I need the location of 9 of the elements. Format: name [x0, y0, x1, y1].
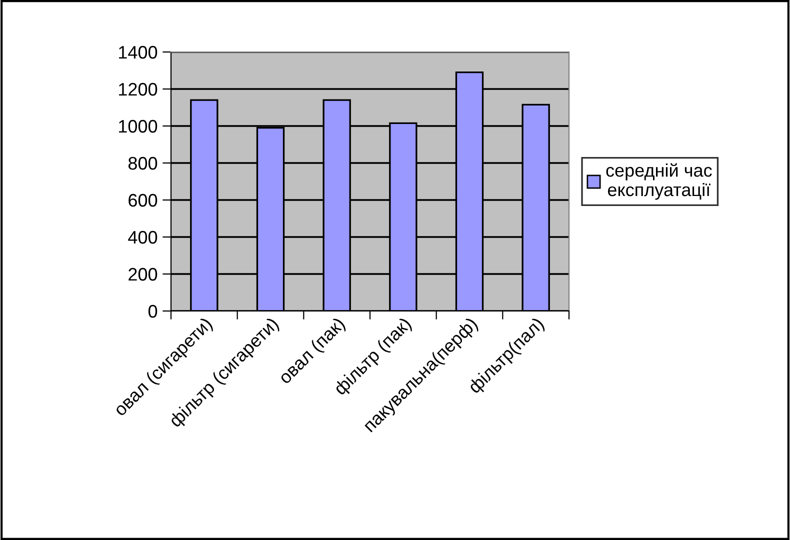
y-tick-label: 200	[128, 268, 158, 281]
y-tick-label: 1400	[119, 46, 158, 59]
y-tick-label: 600	[128, 194, 158, 207]
y-tick-label: 1200	[119, 82, 158, 96]
y-tick-label: 800	[128, 156, 158, 170]
legend-label: середній час експлуатації	[606, 163, 712, 200]
y-tick-label: 0	[148, 304, 158, 318]
y-tick-label: 400	[128, 230, 158, 244]
y-tick-label: 1000	[119, 120, 158, 133]
